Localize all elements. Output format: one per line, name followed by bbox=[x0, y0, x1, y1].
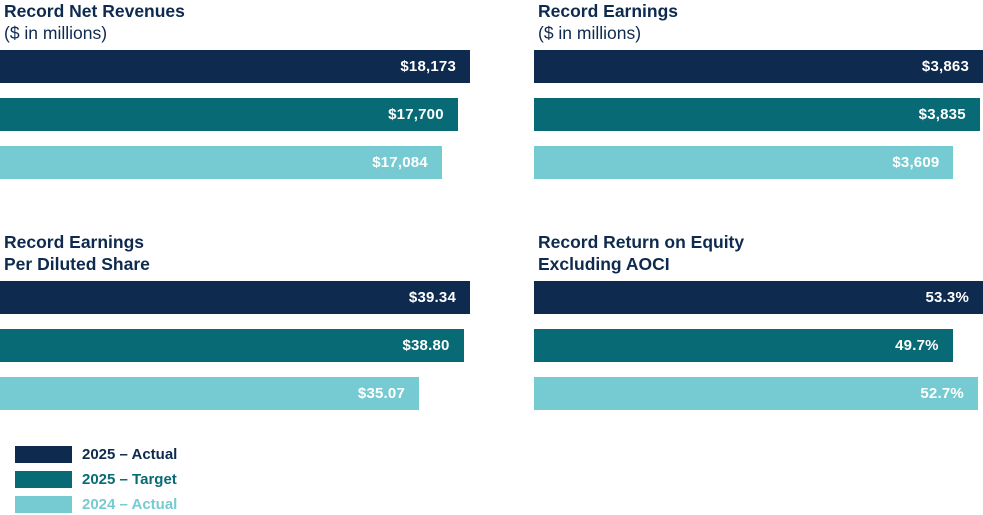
bar-row: $17,700 bbox=[0, 98, 470, 131]
chart-header: Record Earnings Per Diluted Share bbox=[0, 231, 470, 281]
bar-2025-actual: $3,863 bbox=[534, 50, 983, 83]
bar-value-label: $3,863 bbox=[921, 58, 969, 75]
charts-grid: Record Net Revenues ($ in millions) $18,17… bbox=[0, 0, 983, 410]
chart-record-earnings: Record Earnings ($ in millions) $3,863 $3,8… bbox=[534, 0, 983, 179]
bar-value-label: 53.3% bbox=[925, 289, 969, 306]
chart-header: Record Earnings ($ in millions) bbox=[534, 0, 983, 50]
legend-swatch bbox=[15, 496, 72, 513]
bar-value-label: 49.7% bbox=[895, 337, 939, 354]
bar-2025-actual: 53.3% bbox=[534, 281, 983, 314]
bar-row: $17,084 bbox=[0, 146, 470, 179]
bar-row: $18,173 bbox=[0, 50, 470, 83]
bar-2024-actual: $3,609 bbox=[534, 146, 954, 179]
bar-row: 53.3% bbox=[534, 281, 983, 314]
legend-item-2025-target: 2025 – Target bbox=[15, 471, 983, 488]
legend-swatch bbox=[15, 471, 72, 488]
chart-subtitle: ($ in millions) bbox=[4, 23, 108, 43]
chart-title: Record Net Revenues bbox=[4, 1, 185, 21]
bar-row: $38.80 bbox=[0, 329, 470, 362]
bar-value-label: $35.07 bbox=[357, 385, 405, 402]
bar-value-label: $38.80 bbox=[402, 337, 450, 354]
chart-subtitle: ($ in millions) bbox=[538, 23, 642, 43]
chart-title: Record Earnings bbox=[4, 232, 145, 252]
bar-value-label: $3,835 bbox=[918, 106, 966, 123]
bar-value-label: $18,173 bbox=[400, 58, 456, 75]
bar-row: 52.7% bbox=[534, 377, 983, 410]
bar-row: 49.7% bbox=[534, 329, 983, 362]
chart-title: Record Earnings bbox=[538, 1, 679, 21]
bar-2025-target: $3,835 bbox=[534, 98, 980, 131]
chart-header: Record Net Revenues ($ in millions) bbox=[0, 0, 470, 50]
bar-value-label: $3,609 bbox=[892, 154, 940, 171]
bar-2025-actual: $39.34 bbox=[0, 281, 470, 314]
bar-group: 53.3% 49.7% 52.7% bbox=[534, 281, 983, 410]
bar-value-label: 52.7% bbox=[920, 385, 964, 402]
legend-label: 2025 – Actual bbox=[82, 446, 178, 463]
chart-header: Record Return on Equity Excluding AOCI bbox=[534, 231, 983, 281]
bar-row: $3,863 bbox=[534, 50, 983, 83]
chart-record-net-revenues: Record Net Revenues ($ in millions) $18,17… bbox=[0, 0, 470, 179]
bar-group: $18,173 $17,700 $17,084 bbox=[0, 50, 470, 179]
bar-2024-actual: $17,084 bbox=[0, 146, 442, 179]
bar-2025-actual: $18,173 bbox=[0, 50, 470, 83]
bar-2024-actual: 52.7% bbox=[534, 377, 978, 410]
legend: 2025 – Actual 2025 – Target 2024 – Actual bbox=[15, 446, 983, 513]
legend-swatch bbox=[15, 446, 72, 463]
bar-value-label: $39.34 bbox=[408, 289, 456, 306]
legend-label: 2025 – Target bbox=[82, 471, 177, 488]
bar-2025-target: $17,700 bbox=[0, 98, 458, 131]
bar-value-label: $17,084 bbox=[372, 154, 428, 171]
legend-item-2024-actual: 2024 – Actual bbox=[15, 496, 983, 513]
legend-label: 2024 – Actual bbox=[82, 496, 178, 513]
chart-title: Per Diluted Share bbox=[4, 254, 150, 274]
bar-row: $35.07 bbox=[0, 377, 470, 410]
chart-record-return-on-equity-excluding-aoci: Record Return on Equity Excluding AOCI 53.… bbox=[534, 231, 983, 410]
bar-value-label: $17,700 bbox=[388, 106, 444, 123]
bar-2024-actual: $35.07 bbox=[0, 377, 419, 410]
bar-group: $39.34 $38.80 $35.07 bbox=[0, 281, 470, 410]
bar-row: $3,835 bbox=[534, 98, 983, 131]
chart-record-earnings-per-diluted-share: Record Earnings Per Diluted Share $39.34 $3… bbox=[0, 231, 470, 410]
chart-title: Record Return on Equity bbox=[538, 232, 745, 252]
legend-item-2025-actual: 2025 – Actual bbox=[15, 446, 983, 463]
bar-2025-target: 49.7% bbox=[534, 329, 953, 362]
bar-2025-target: $38.80 bbox=[0, 329, 464, 362]
chart-title: Excluding AOCI bbox=[538, 254, 670, 274]
bar-row: $3,609 bbox=[534, 146, 983, 179]
bar-group: $3,863 $3,835 $3,609 bbox=[534, 50, 983, 179]
bar-row: $39.34 bbox=[0, 281, 470, 314]
